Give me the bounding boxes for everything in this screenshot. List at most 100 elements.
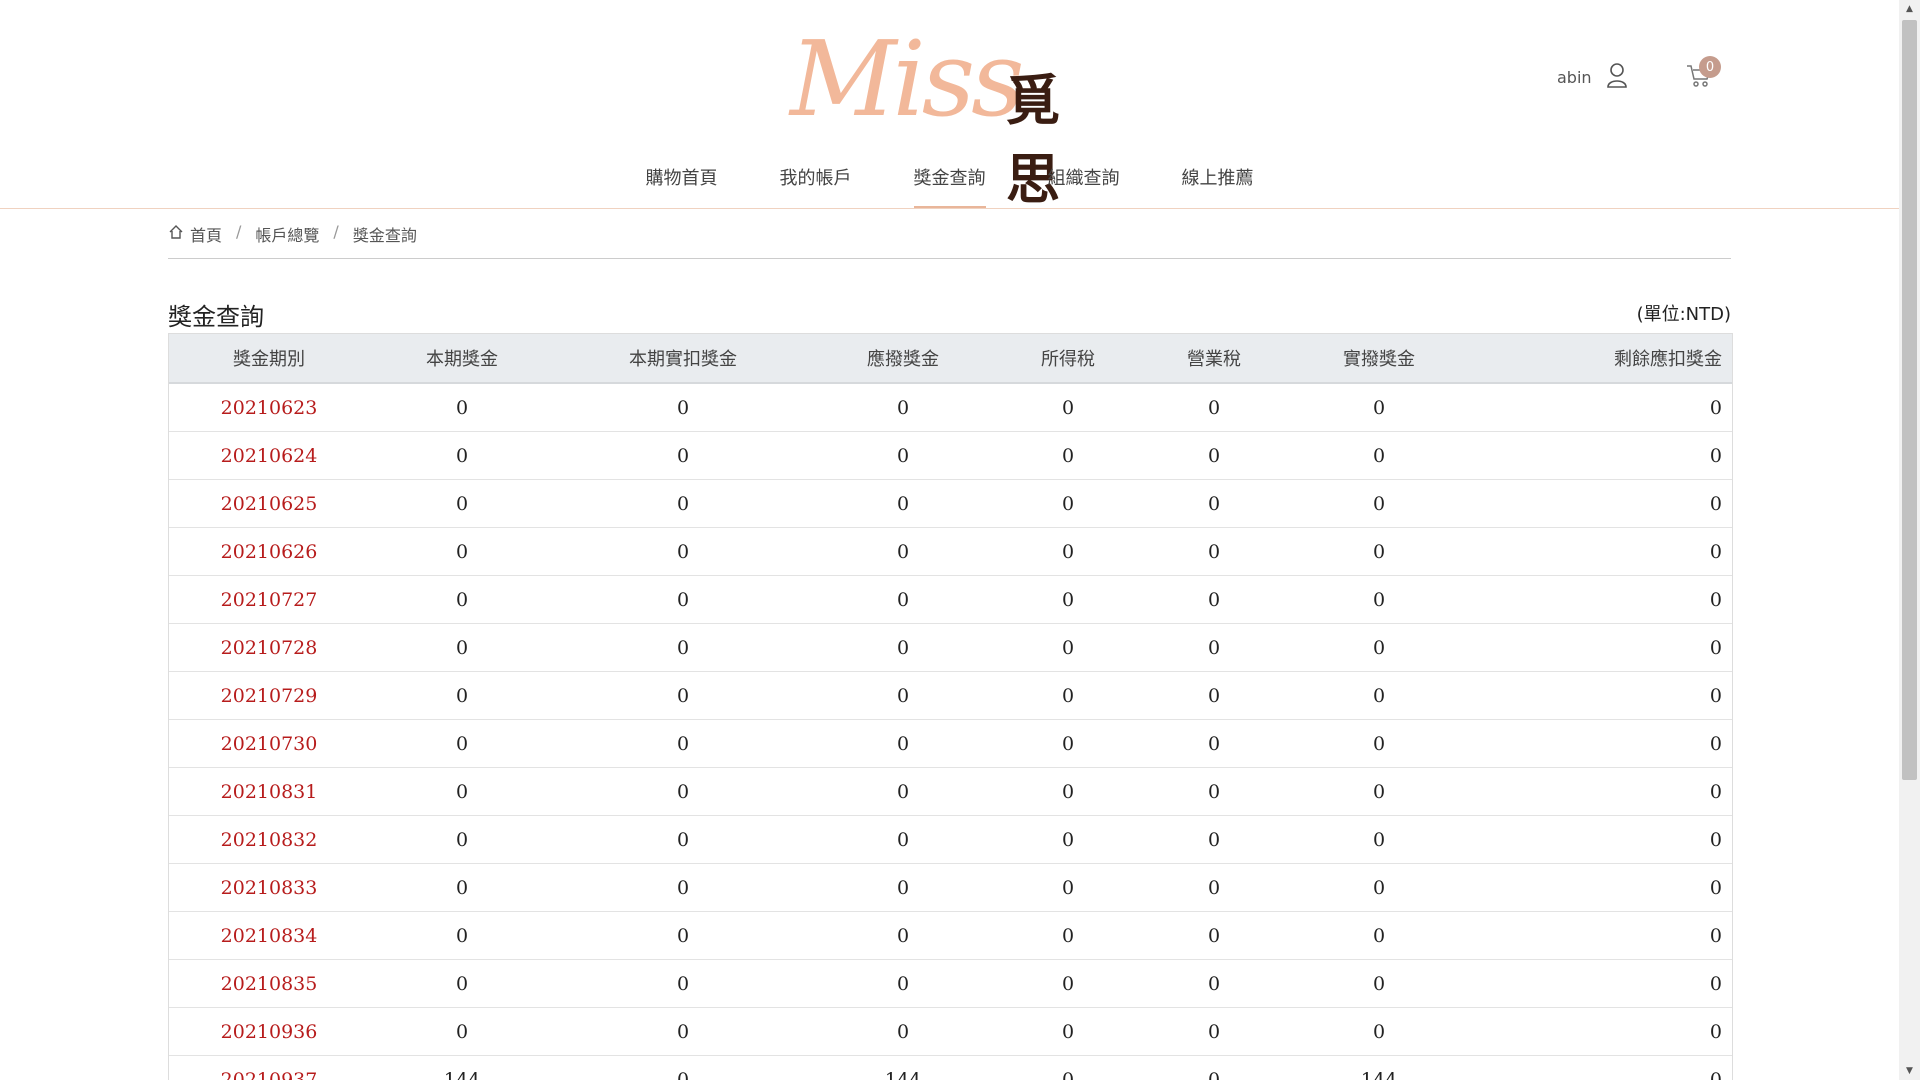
period-link[interactable]: 20210730	[220, 732, 318, 755]
cell-business-tax: 0	[1207, 540, 1221, 563]
cell-business-tax: 0	[1207, 588, 1221, 611]
table-row: 20210835 0 0 0 0 0 0 0	[169, 960, 1732, 1008]
period-link[interactable]: 20210728	[220, 636, 318, 659]
breadcrumb-home[interactable]: 首頁	[168, 222, 222, 246]
user-account[interactable]: abin	[1557, 62, 1628, 92]
cell-payable: 144	[884, 1068, 922, 1080]
bonus-table: 獎金期別 本期獎金 本期實扣獎金 應撥獎金 所得稅 營業稅 實撥獎金 剩餘應扣獎…	[168, 333, 1733, 1080]
table-row: 20210728 0 0 0 0 0 0 0	[169, 624, 1732, 672]
user-icon[interactable]	[1606, 62, 1628, 92]
cell-actual-deducted: 0	[676, 828, 690, 851]
period-link[interactable]: 20210624	[220, 444, 318, 467]
period-link[interactable]: 20210831	[220, 780, 318, 803]
table-row: 20210832 0 0 0 0 0 0 0	[169, 816, 1732, 864]
cell-income-tax: 0	[1061, 396, 1075, 419]
cell-actual-deducted: 0	[676, 1068, 690, 1080]
logo-cjk: 覓思	[1006, 68, 1060, 211]
scrollbar-thumb[interactable]	[1902, 20, 1917, 780]
cell-actual-deducted: 0	[676, 684, 690, 707]
period-link[interactable]: 20210832	[220, 828, 318, 851]
cell-remaining-deduction: 0	[1709, 540, 1722, 563]
cell-paid-bonus: 0	[1372, 684, 1386, 707]
cell-current-bonus: 0	[455, 588, 469, 611]
cell-remaining-deduction: 0	[1709, 828, 1722, 851]
cell-income-tax: 0	[1061, 636, 1075, 659]
cell-current-bonus: 144	[443, 1068, 481, 1080]
cell-remaining-deduction: 0	[1709, 1020, 1722, 1043]
cell-business-tax: 0	[1207, 636, 1221, 659]
cell-income-tax: 0	[1061, 1068, 1075, 1080]
cell-paid-bonus: 0	[1372, 636, 1386, 659]
cell-payable: 0	[896, 684, 910, 707]
cell-current-bonus: 0	[455, 396, 469, 419]
cell-business-tax: 0	[1207, 828, 1221, 851]
table-row: 20210729 0 0 0 0 0 0 0	[169, 672, 1732, 720]
period-link[interactable]: 20210727	[220, 588, 318, 611]
user-name[interactable]: abin	[1557, 67, 1592, 87]
breadcrumb-separator: /	[236, 222, 242, 241]
table-row: 20210834 0 0 0 0 0 0 0	[169, 912, 1732, 960]
scroll-up-arrow-icon[interactable]: ▲	[1906, 4, 1913, 14]
period-link[interactable]: 20210835	[220, 972, 318, 995]
cell-remaining-deduction: 0	[1709, 588, 1722, 611]
cell-actual-deducted: 0	[676, 876, 690, 899]
cart-button[interactable]: 0	[1686, 56, 1721, 92]
cell-period: 20210623	[169, 397, 369, 419]
period-link[interactable]: 20210729	[220, 684, 318, 707]
cell-actual-deducted: 0	[676, 924, 690, 947]
unit-label: (單位:NTD)	[1636, 304, 1731, 325]
table-body: 20210623 0 0 0 0 0 0 0 20210624 0 0 0 0 0 0 0 20210625 0 0…	[169, 384, 1732, 1080]
cell-business-tax: 0	[1207, 780, 1221, 803]
cell-actual-deducted: 0	[676, 972, 690, 995]
page-scrollbar[interactable]: ▲ ▼	[1899, 0, 1920, 1080]
period-link[interactable]: 20210937	[220, 1068, 318, 1080]
cart-count-badge: 0	[1699, 56, 1721, 78]
table-row: 20210623 0 0 0 0 0 0 0	[169, 384, 1732, 432]
cell-payable: 0	[896, 540, 910, 563]
cell-actual-deducted: 0	[676, 732, 690, 755]
cell-business-tax: 0	[1207, 444, 1221, 467]
nav-item-organization-query[interactable]: 組織查詢	[1047, 168, 1120, 189]
cell-payable: 0	[896, 492, 910, 515]
period-link[interactable]: 20210936	[220, 1020, 318, 1043]
period-link[interactable]: 20210833	[220, 876, 318, 899]
cell-payable: 0	[896, 972, 910, 995]
cell-actual-deducted: 0	[676, 396, 690, 419]
cell-actual-deducted: 0	[676, 444, 690, 467]
table-row: 20210937 144 0 144 0 0 144 0	[169, 1056, 1732, 1080]
period-link[interactable]: 20210626	[220, 540, 318, 563]
breadcrumb-home-label[interactable]: 首頁	[190, 226, 223, 245]
nav-item-online-referral[interactable]: 線上推薦	[1181, 168, 1254, 189]
breadcrumb-separator: /	[333, 222, 339, 241]
period-link[interactable]: 20210623	[220, 396, 318, 419]
breadcrumb-account-overview[interactable]: 帳戶總覽	[255, 226, 320, 245]
header-remaining-deduction: 剩餘應扣獎金	[1614, 349, 1722, 370]
cell-actual-deducted: 0	[676, 492, 690, 515]
cell-paid-bonus: 0	[1372, 972, 1386, 995]
nav-item-bonus-query[interactable]: 獎金查詢	[883, 164, 1017, 208]
page-title: 獎金查詢	[168, 303, 264, 331]
nav-item-shop-home[interactable]: 購物首頁	[645, 168, 718, 189]
cell-payable: 0	[896, 876, 910, 899]
cell-period: 20210835	[169, 973, 369, 995]
scroll-down-arrow-icon[interactable]: ▼	[1906, 1066, 1913, 1076]
cell-remaining-deduction: 0	[1709, 684, 1722, 707]
period-link[interactable]: 20210834	[220, 924, 318, 947]
cell-paid-bonus: 0	[1372, 492, 1386, 515]
logo[interactable]: Miss 覓思	[782, 18, 1108, 211]
table-row: 20210624 0 0 0 0 0 0 0	[169, 432, 1732, 480]
cell-business-tax: 0	[1207, 924, 1221, 947]
cell-payable: 0	[896, 588, 910, 611]
nav-item-my-account[interactable]: 我的帳戶	[779, 168, 852, 189]
cell-actual-deducted: 0	[676, 588, 690, 611]
cell-business-tax: 0	[1207, 492, 1221, 515]
cell-remaining-deduction: 0	[1709, 876, 1722, 899]
cell-payable: 0	[896, 444, 910, 467]
cell-business-tax: 0	[1207, 684, 1221, 707]
cell-current-bonus: 0	[455, 492, 469, 515]
period-link[interactable]: 20210625	[220, 492, 318, 515]
home-icon	[168, 224, 184, 244]
table-row: 20210625 0 0 0 0 0 0 0	[169, 480, 1732, 528]
cell-actual-deducted: 0	[676, 636, 690, 659]
cell-period: 20210937	[169, 1069, 369, 1080]
